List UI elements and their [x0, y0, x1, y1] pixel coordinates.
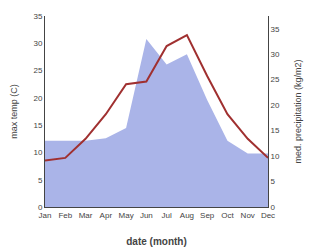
svg-text:15: 15	[33, 121, 42, 130]
svg-text:Dec: Dec	[261, 211, 275, 220]
svg-text:Nov: Nov	[241, 211, 255, 220]
svg-text:25: 25	[33, 66, 42, 75]
svg-text:Oct: Oct	[221, 211, 234, 220]
svg-text:med. precipitation (kg/m2): med. precipitation (kg/m2)	[293, 59, 303, 163]
svg-text:Jun: Jun	[140, 211, 153, 220]
svg-text:25: 25	[271, 75, 280, 84]
svg-text:date (month): date (month)	[126, 236, 187, 247]
svg-text:5: 5	[271, 177, 276, 186]
svg-text:Sep: Sep	[200, 211, 215, 220]
svg-text:May: May	[119, 211, 134, 220]
svg-text:30: 30	[33, 39, 42, 48]
svg-text:Feb: Feb	[58, 211, 72, 220]
svg-text:10: 10	[33, 148, 42, 157]
svg-text:Jul: Jul	[162, 211, 172, 220]
svg-text:Mar: Mar	[79, 211, 93, 220]
svg-text:0: 0	[38, 203, 43, 212]
svg-text:10: 10	[271, 152, 280, 161]
svg-text:35: 35	[33, 12, 42, 21]
svg-text:0: 0	[271, 203, 276, 212]
svg-text:5: 5	[38, 176, 43, 185]
svg-text:max temp (C): max temp (C)	[9, 84, 19, 139]
svg-text:20: 20	[33, 94, 42, 103]
svg-text:Jan: Jan	[39, 211, 52, 220]
svg-text:30: 30	[271, 50, 280, 59]
svg-text:20: 20	[271, 101, 280, 110]
svg-text:15: 15	[271, 126, 280, 135]
svg-text:Apr: Apr	[100, 211, 113, 220]
svg-text:Aug: Aug	[180, 211, 194, 220]
svg-text:35: 35	[271, 25, 280, 34]
